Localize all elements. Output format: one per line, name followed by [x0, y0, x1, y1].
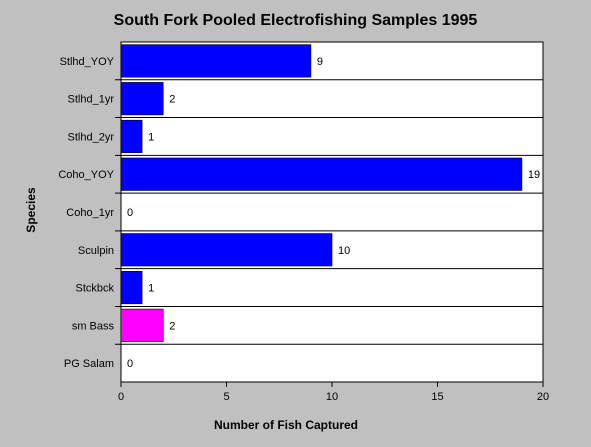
- bar-value-label: 19: [528, 169, 540, 181]
- bar-stlhd-1yr: [120, 82, 164, 116]
- x-tick-label: 10: [326, 391, 338, 403]
- x-tick-label: 0: [118, 391, 124, 403]
- x-axis-ticks: 0 5 10 15 20: [118, 382, 549, 403]
- bar-value-label: 1: [148, 131, 154, 143]
- bar-sm-bass: [120, 308, 164, 342]
- category-label: Stckbck: [75, 283, 114, 295]
- bar-value-label: 2: [169, 320, 175, 332]
- x-tick-label: 5: [223, 391, 229, 403]
- plot-area: [120, 41, 544, 383]
- category-separators: [115, 79, 543, 345]
- category-label: Stlhd_YOY: [60, 56, 115, 68]
- bar-stckbck: [120, 271, 143, 305]
- y-axis-title: Species: [24, 187, 38, 233]
- x-tick-label: 15: [431, 391, 443, 403]
- bar-value-label: 0: [127, 358, 133, 370]
- category-label: Coho_1yr: [66, 207, 114, 219]
- x-tick-label: 20: [537, 391, 549, 403]
- bar-value-label: 0: [127, 207, 133, 219]
- category-labels: Stlhd_YOY Stlhd_1yr Stlhd_2yr Coho_YOY Coho_…: [58, 56, 114, 370]
- category-label: Sculpin: [78, 245, 114, 257]
- category-label: Stlhd_2yr: [68, 131, 115, 143]
- bar-stlhd-yoy: [120, 44, 312, 78]
- x-axis-title: Number of Fish Captured: [214, 418, 358, 432]
- bars-layer: 9 2 1 19 0 10 1 2 0: [120, 44, 540, 370]
- bar-stlhd-2yr: [120, 119, 143, 153]
- category-label: sm Bass: [72, 320, 115, 332]
- bar-value-label: 2: [169, 94, 175, 106]
- bar-value-label: 9: [317, 56, 323, 68]
- bar-value-label: 10: [338, 245, 350, 257]
- bar-sculpin: [120, 233, 333, 267]
- chart-title: South Fork Pooled Electrofishing Samples…: [113, 12, 478, 29]
- category-label: Stlhd_1yr: [68, 94, 115, 106]
- bar-coho-yoy: [120, 157, 523, 191]
- category-label: PG Salam: [64, 358, 114, 370]
- category-label: Coho_YOY: [58, 169, 114, 181]
- bar-value-label: 1: [148, 283, 154, 295]
